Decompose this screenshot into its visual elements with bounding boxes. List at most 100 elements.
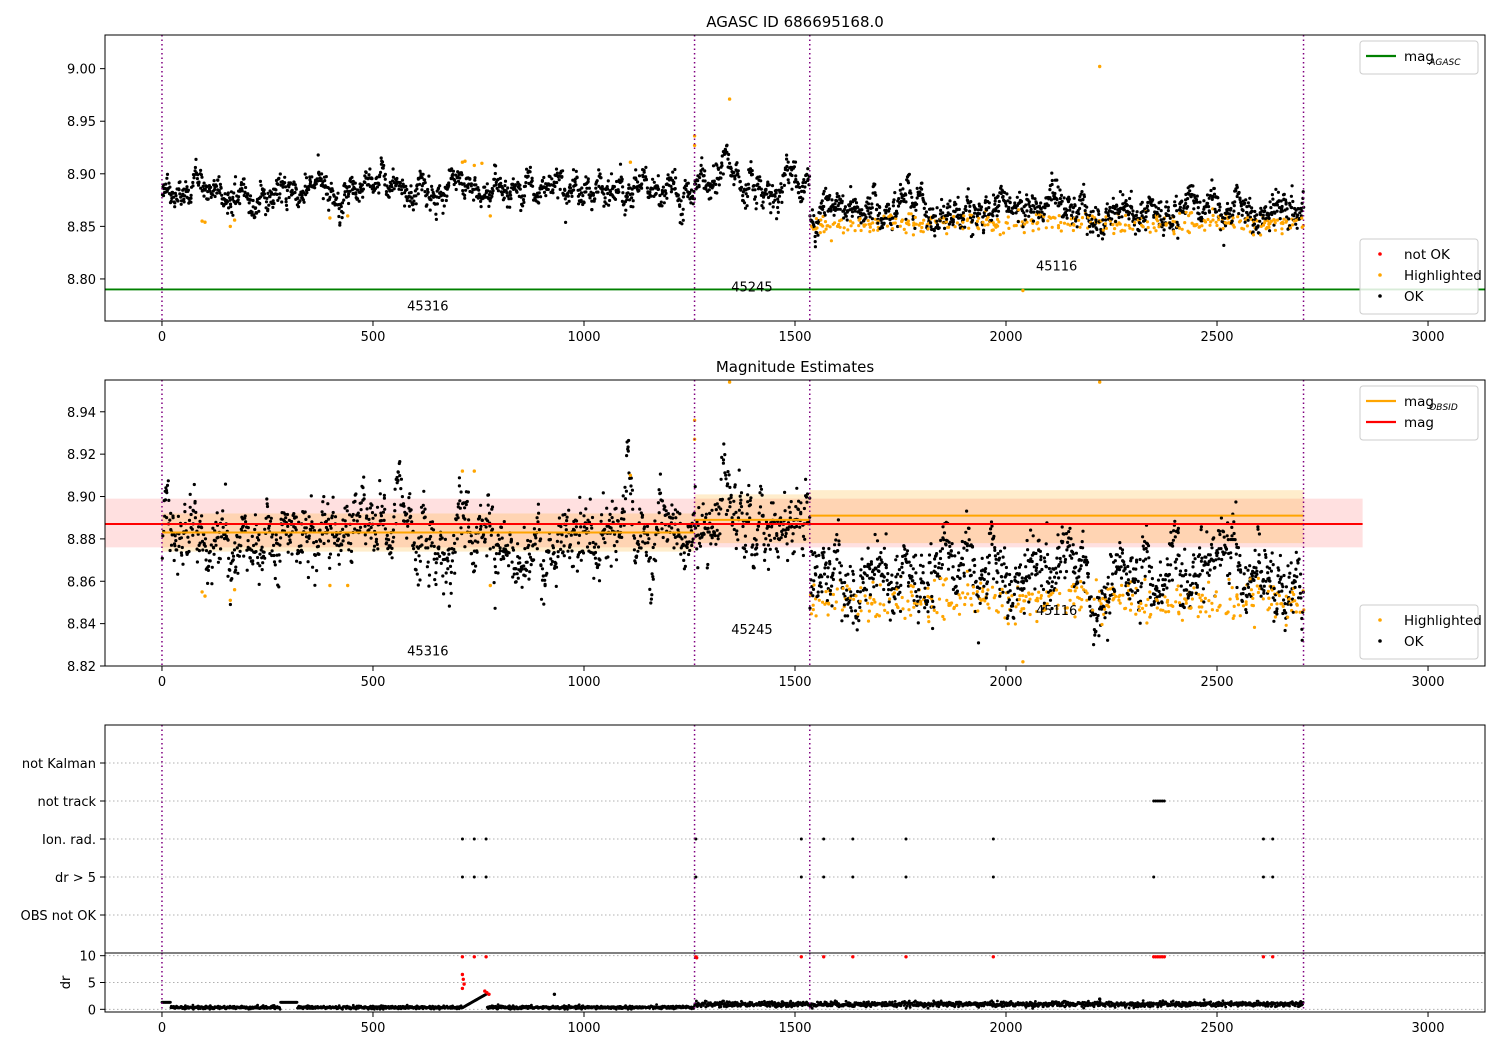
ok-point xyxy=(1060,199,1064,203)
ok-point xyxy=(689,525,693,529)
ok-point xyxy=(768,202,772,206)
ok-point xyxy=(434,217,438,221)
highlighted-point xyxy=(812,583,816,587)
ok-point xyxy=(257,209,261,213)
ok-point xyxy=(463,193,467,197)
ok-point xyxy=(1082,182,1086,186)
ok-point xyxy=(1069,203,1073,207)
ok-point xyxy=(287,195,291,200)
ok-point xyxy=(220,517,224,521)
ok-point xyxy=(784,531,788,536)
ok-point xyxy=(1145,204,1150,208)
ok-point xyxy=(1118,209,1122,214)
highlighted-point xyxy=(1208,223,1212,227)
ok-point xyxy=(333,515,338,519)
highlighted-point xyxy=(1079,222,1084,226)
ok-point xyxy=(581,551,586,555)
ok-point xyxy=(758,175,762,179)
ok-point xyxy=(327,208,331,212)
ok-point xyxy=(1195,194,1199,198)
ok-point xyxy=(173,534,177,538)
ok-point xyxy=(367,173,371,177)
ok-point xyxy=(311,525,315,529)
ok-point xyxy=(898,182,903,187)
highlighted-point xyxy=(1112,231,1116,236)
ok-point xyxy=(790,539,794,543)
ok-point xyxy=(216,178,220,182)
ok-point xyxy=(599,519,603,523)
ok-point xyxy=(475,525,479,529)
ok-point xyxy=(579,198,583,202)
ok-point xyxy=(1056,533,1060,537)
ok-point xyxy=(1073,203,1077,207)
ok-point xyxy=(264,200,269,204)
ok-point xyxy=(909,564,913,568)
ok-point xyxy=(767,183,771,187)
ok-point xyxy=(525,568,529,573)
ok-point xyxy=(571,178,575,182)
ok-point xyxy=(197,549,201,553)
ok-point xyxy=(238,549,242,554)
ok-point xyxy=(406,524,410,528)
ok-point xyxy=(1241,209,1245,213)
ok-point xyxy=(806,167,810,171)
ok-point xyxy=(485,554,489,558)
ok-point xyxy=(1027,600,1031,604)
ok-point xyxy=(631,199,635,203)
ok-point xyxy=(184,180,188,184)
ok-point xyxy=(717,512,721,516)
ok-point xyxy=(769,538,773,543)
ok-point xyxy=(331,510,335,515)
ok-point xyxy=(987,206,991,210)
highlighted-point xyxy=(986,588,990,592)
ok-point xyxy=(226,211,230,215)
ok-point xyxy=(627,183,631,187)
ok-point xyxy=(368,185,372,189)
ok-point xyxy=(532,527,537,531)
ok-point xyxy=(593,197,597,201)
ok-point xyxy=(1174,194,1178,198)
ok-point xyxy=(1279,199,1283,203)
ok-point xyxy=(918,595,922,599)
ok-point xyxy=(206,568,210,573)
ok-point xyxy=(506,186,510,190)
ok-point xyxy=(810,208,815,212)
ok-point xyxy=(699,172,703,176)
ok-point xyxy=(1186,205,1190,209)
ok-point xyxy=(972,557,976,562)
ok-point xyxy=(932,229,936,233)
ok-point xyxy=(855,628,859,632)
ok-point xyxy=(997,204,1001,208)
ok-point xyxy=(929,571,934,575)
ok-point xyxy=(991,577,996,581)
ok-point xyxy=(410,196,414,200)
ok-point xyxy=(460,173,464,177)
ok-point xyxy=(739,491,744,495)
ok-point xyxy=(1104,207,1108,211)
ok-point xyxy=(444,571,448,575)
ok-point xyxy=(869,562,874,566)
highlighted-point xyxy=(1128,226,1132,230)
ok-point xyxy=(978,212,982,216)
ok-point xyxy=(714,182,718,186)
ok-point xyxy=(236,198,240,202)
ok-point xyxy=(678,512,682,516)
ok-point xyxy=(553,184,557,189)
ok-point xyxy=(1275,203,1279,207)
ok-point xyxy=(195,560,199,564)
ok-point xyxy=(323,179,327,183)
ok-point xyxy=(499,525,504,530)
ok-point xyxy=(817,553,821,558)
ok-point xyxy=(468,177,472,181)
ok-point xyxy=(358,525,363,530)
ok-point xyxy=(874,567,878,571)
highlighted-point xyxy=(1035,619,1039,624)
ok-point xyxy=(946,202,950,206)
highlighted-point xyxy=(1269,219,1273,223)
ok-point xyxy=(997,199,1001,204)
ok-point xyxy=(1238,197,1242,202)
ok-point xyxy=(925,600,930,604)
ok-point xyxy=(686,181,690,185)
highlighted-point xyxy=(1131,227,1135,231)
highlighted-point xyxy=(829,239,834,243)
